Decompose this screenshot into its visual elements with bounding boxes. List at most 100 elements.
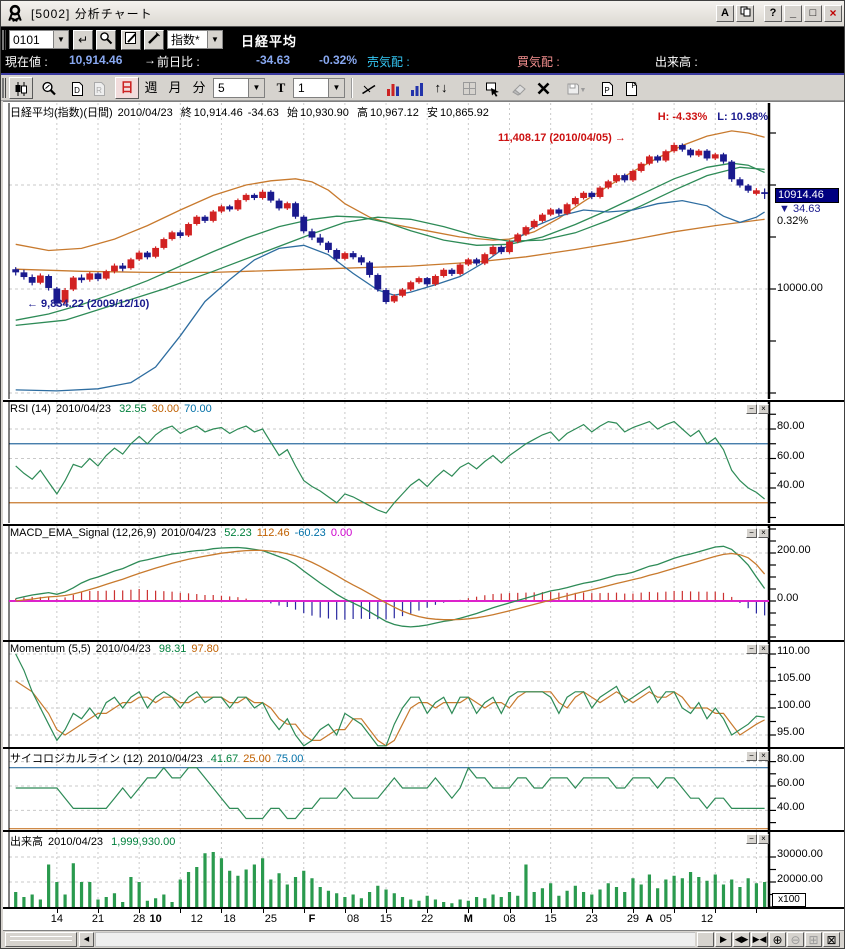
indicator-overlay-button[interactable] — [381, 77, 405, 99]
panel-minimize-button[interactable]: − — [746, 404, 757, 414]
psychological-panel[interactable]: サイコロジカルライン (12) 2010/04/23 41.67 25.00 75.0… — [3, 747, 844, 830]
minimize-button[interactable]: _ — [784, 5, 802, 22]
x-axis-label: 12 — [700, 913, 714, 925]
x-axis-label: 10 — [149, 913, 162, 925]
page-restore-button[interactable]: R — [87, 77, 111, 99]
low-value: 10,865.92 — [439, 107, 489, 119]
chevron-down-icon[interactable]: ▼ — [248, 79, 264, 97]
axis-label: 200.00 — [777, 544, 811, 556]
toolbar-grip[interactable] — [2, 30, 6, 50]
delete-x-icon — [537, 82, 549, 95]
scroll-left-button[interactable] — [697, 932, 714, 947]
x-axis-label: F — [308, 913, 316, 925]
grid-icon[interactable]: ⊞ — [805, 932, 822, 947]
x-axis-tick — [715, 909, 717, 913]
category-combobox[interactable]: 指数* ▼ — [167, 30, 223, 49]
panel-minimize-button[interactable]: − — [746, 834, 757, 844]
font-size-button[interactable]: A — [716, 5, 734, 22]
page-new-button[interactable]: D — [65, 77, 89, 99]
tick-chart-button[interactable]: T — [269, 77, 293, 99]
axis-label: 80.00 — [777, 752, 805, 765]
zoom-chart-button[interactable] — [37, 77, 61, 99]
page-save-button[interactable]: P — [595, 77, 619, 99]
candlestick-chart-button[interactable] — [9, 77, 33, 99]
copy-window-button[interactable] — [736, 5, 754, 22]
toolbar-grip[interactable] — [2, 78, 6, 98]
edit-memo-button[interactable] — [121, 30, 141, 50]
indicator-panel-button[interactable] — [405, 77, 429, 99]
wizard-icon — [486, 82, 499, 97]
psy-value: 41.67 — [210, 753, 239, 765]
period-minute-button[interactable]: 分 — [187, 77, 211, 99]
axis-label: 60.00 — [777, 449, 805, 462]
eraser-button[interactable] — [507, 77, 531, 99]
rsi-panel[interactable]: RSI (14) 2010/04/23 32.55 30.00 70.00 − × — [3, 400, 844, 523]
trough-annotation: ← 9,834.22 (2009/12/10) — [27, 298, 150, 310]
down-arrow-icon: ▼ — [779, 203, 790, 215]
minute-interval-value: 5 — [218, 81, 225, 95]
macd-hist-value: -60.23 — [294, 527, 326, 539]
tick-interval-select[interactable]: 1 ▼ — [293, 78, 345, 98]
panel-close-button[interactable]: × — [758, 751, 769, 761]
price-tag-change: 34.63 — [792, 203, 821, 215]
search-icon — [100, 32, 113, 45]
help-button[interactable]: ? — [764, 5, 782, 22]
delete-all-button[interactable] — [531, 77, 555, 99]
panel-close-button[interactable]: × — [758, 644, 769, 654]
search-button[interactable] — [96, 30, 116, 50]
scroll-step-button[interactable]: ◀ — [79, 932, 94, 947]
macd-zero: 0.00 — [330, 527, 353, 539]
chevron-down-icon[interactable]: ▼ — [207, 31, 222, 48]
compress-icon[interactable]: ▶◀ — [751, 932, 768, 947]
change-label: 前日比 : — [157, 55, 200, 69]
panel-close-button[interactable]: × — [758, 404, 769, 414]
scrollbar-track[interactable] — [95, 932, 695, 947]
close-panel-icon[interactable]: ⊠ — [823, 932, 840, 947]
high-low-percent-label: H: -4.33% L: 10.98% — [658, 111, 768, 123]
x-axis-tick — [139, 909, 141, 913]
indicator-name: Momentum (5,5) — [10, 643, 91, 655]
maximize-button[interactable]: □ — [804, 5, 822, 22]
svg-text:R: R — [96, 86, 102, 95]
save-button[interactable]: ▼ — [561, 77, 591, 99]
period-day-button[interactable]: 日 — [115, 77, 139, 99]
change-value: -34.63 — [247, 107, 279, 119]
arrow-right-icon: → — [144, 53, 156, 67]
scrollbar-thumb[interactable] — [5, 932, 77, 947]
trendline-button[interactable] — [357, 77, 381, 99]
zoom-in-icon[interactable]: ⊕ — [769, 932, 786, 947]
psy-upper: 75.00 — [275, 753, 304, 765]
enter-button[interactable]: ↵ — [73, 30, 93, 50]
minute-interval-select[interactable]: 5 ▼ — [213, 78, 265, 98]
x-axis-label: 25 — [264, 913, 277, 925]
settings-wizard-button[interactable] — [481, 77, 505, 99]
draw-tool-button[interactable] — [144, 30, 164, 50]
close-button[interactable]: × — [824, 5, 842, 22]
symbol-code-combobox[interactable]: 0101 ▼ — [9, 30, 69, 49]
panel-minimize-button[interactable]: − — [746, 751, 757, 761]
panel-minimize-button[interactable]: − — [746, 644, 757, 654]
main-chart-panel[interactable]: 日経平均(指数)(日間) 2010/04/23 終 10,914.46 -34.63 … — [3, 103, 844, 399]
chevron-down-icon[interactable]: ▼ — [53, 31, 68, 48]
bar-chart-blue-icon — [411, 82, 423, 96]
panel-close-button[interactable]: × — [758, 834, 769, 844]
momentum-value: 98.31 — [158, 643, 187, 655]
momentum-panel[interactable]: Momentum (5,5) 2010/04/23 98.31 97.80 − × — [3, 640, 844, 747]
axis-label: 105.00 — [777, 672, 811, 684]
expand-icon[interactable]: ◀▶ — [733, 932, 750, 947]
volume-header: 出来高 2010/04/23 1,999,930.00 — [10, 833, 180, 849]
scroll-right-button[interactable]: ▶ — [715, 932, 732, 947]
sort-arrows-button[interactable]: ↑↓ — [429, 77, 453, 99]
grid-layout-button[interactable] — [457, 77, 481, 99]
chevron-down-icon[interactable]: ▼ — [328, 79, 344, 97]
page-load-button[interactable]: P — [619, 77, 643, 99]
macd-panel[interactable]: MACD_EMA_Signal (12,26,9) 2010/04/23 52.2… — [3, 524, 844, 640]
panel-close-button[interactable]: × — [758, 528, 769, 538]
volume-panel[interactable]: 出来高 2010/04/23 1,999,930.00 − × — [3, 830, 844, 909]
period-week-button[interactable]: 週 — [139, 77, 163, 99]
x-axis-tick — [509, 909, 511, 913]
x-axis-strip: 14 21 28 10 12 18 25 F 08 15 22 M 08 15 23 29 A 05 12 — [3, 909, 844, 930]
period-month-button[interactable]: 月 — [163, 77, 187, 99]
zoom-out-icon[interactable]: ⊖ — [787, 932, 804, 947]
panel-minimize-button[interactable]: − — [746, 528, 757, 538]
